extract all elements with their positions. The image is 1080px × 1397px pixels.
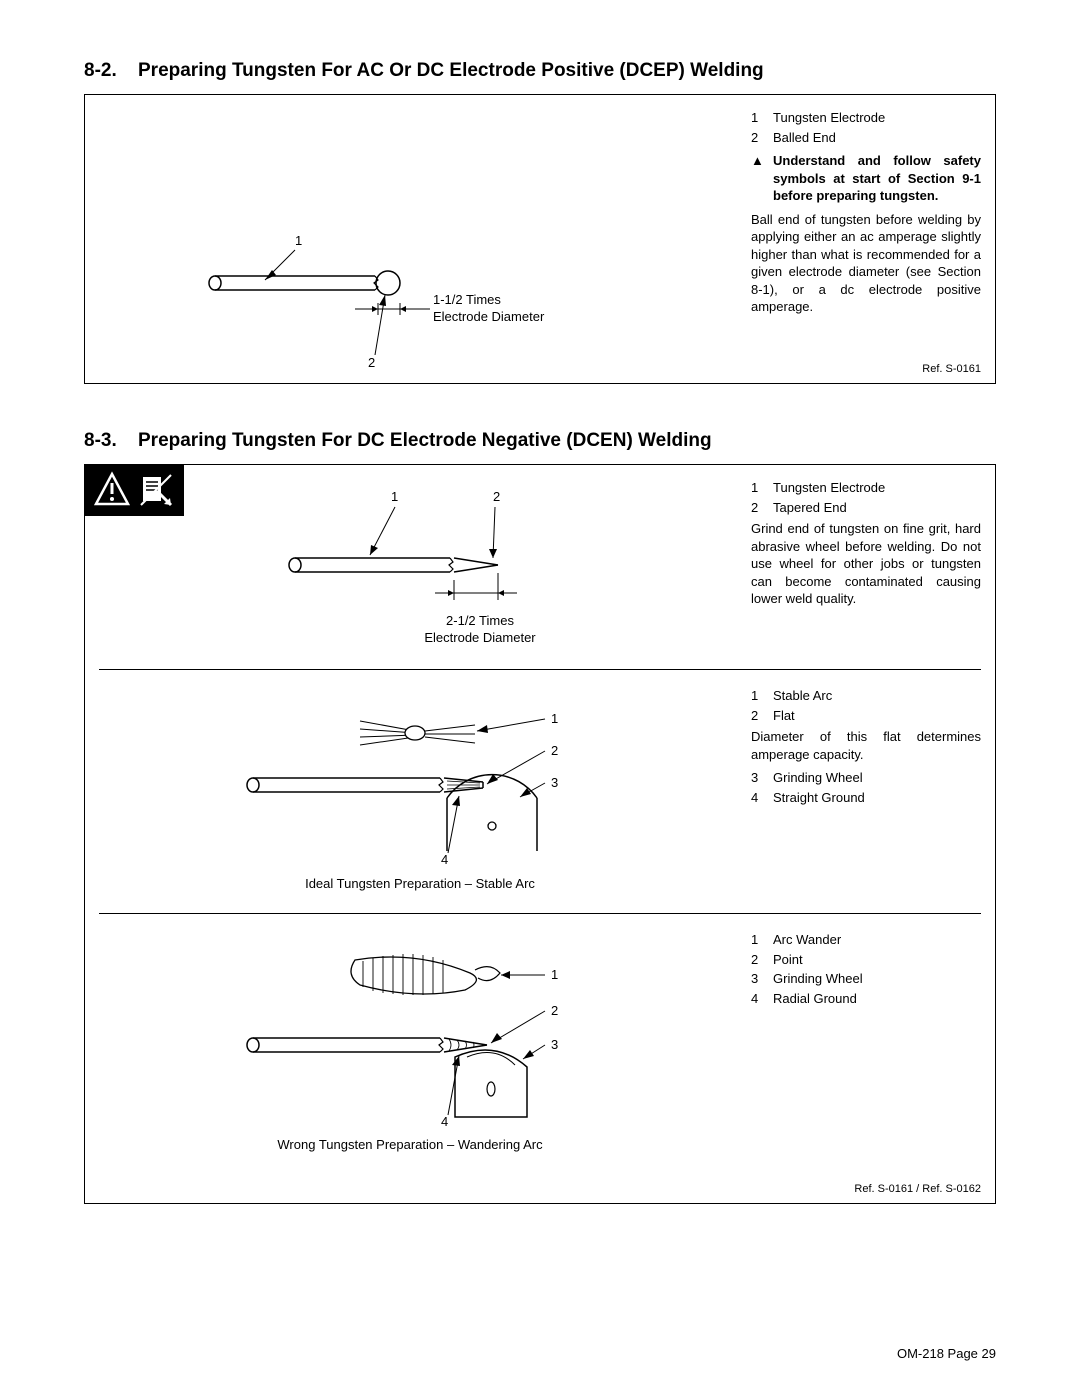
- legend-item: 2Point: [751, 951, 981, 969]
- section-8-2-box: 1 2 1-1/2 Times Electrode Diameter 1Tung…: [84, 94, 996, 384]
- callout-4: 4: [441, 1114, 448, 1129]
- section-number: 8-2.: [84, 60, 138, 82]
- legend-item: 3Grinding Wheel: [751, 970, 981, 988]
- callout-3: 3: [551, 775, 558, 790]
- figure-8-3-ideal: 1 2 3 4 Ideal Tungsten Preparation – Sta…: [215, 681, 625, 901]
- body-text: Grind end of tungsten on fine grit, hard…: [751, 520, 981, 608]
- legend-item: 4Radial Ground: [751, 990, 981, 1008]
- balled-end-diagram: [205, 155, 625, 355]
- callout-2: 2: [493, 489, 500, 504]
- page-footer: OM-218 Page 29: [897, 1346, 996, 1361]
- divider: [99, 669, 981, 670]
- callout-1: 1: [295, 233, 302, 248]
- callout-1: 1: [551, 967, 558, 982]
- panel2-text: 1Stable Arc 2Flat Diameter of this flat …: [751, 687, 981, 808]
- section-8-3-box: 1 2 2-1/2 Times Electrode Diameter 1Tung…: [84, 464, 996, 1204]
- callout-1: 1: [551, 711, 558, 726]
- manual-icon: [137, 471, 175, 509]
- legend-item: 2Balled End: [751, 129, 981, 147]
- callout-1: 1: [391, 489, 398, 504]
- ref-label: Ref. S-0161 / Ref. S-0162: [854, 1183, 981, 1195]
- wrong-prep-diagram: [215, 925, 625, 1135]
- warning-row: ▲ Understand and follow safety symbols a…: [751, 152, 981, 205]
- legend-item: 4Straight Ground: [751, 789, 981, 807]
- panel3-text: 1Arc Wander 2Point 3Grinding Wheel 4Radi…: [751, 931, 981, 1009]
- section-8-2-text: 1Tungsten Electrode 2Balled End ▲ Unders…: [751, 109, 981, 316]
- warning-badge: [84, 464, 184, 516]
- panel2-caption: Ideal Tungsten Preparation – Stable Arc: [255, 876, 585, 893]
- section-title: Preparing Tungsten For AC Or DC Electrod…: [138, 60, 764, 82]
- divider: [99, 913, 981, 914]
- callout-3: 3: [551, 1037, 558, 1052]
- section-8-3-heading: 8-3. Preparing Tungsten For DC Electrode…: [84, 430, 996, 452]
- legend-item: 1Tungsten Electrode: [751, 479, 981, 497]
- legend-item: 1Tungsten Electrode: [751, 109, 981, 127]
- legend-item: 1Arc Wander: [751, 931, 981, 949]
- callout-2: 2: [368, 355, 375, 370]
- dimension-caption: 1-1/2 Times Electrode Diameter: [433, 292, 544, 326]
- section-number: 8-3.: [84, 430, 138, 452]
- ref-label: Ref. S-0161: [922, 363, 981, 375]
- figure-8-3-wrong: 1 2 3 4 Wrong Tungsten Preparation – Wan…: [215, 925, 625, 1165]
- callout-4: 4: [441, 852, 448, 867]
- legend-item: 2Tapered End: [751, 499, 981, 517]
- legend-item: 3Grinding Wheel: [751, 769, 981, 787]
- section-8-2-heading: 8-2. Preparing Tungsten For AC Or DC Ele…: [84, 60, 996, 82]
- figure-8-2: 1 2 1-1/2 Times Electrode Diameter: [205, 155, 625, 355]
- section-title: Preparing Tungsten For DC Electrode Nega…: [138, 430, 712, 452]
- warning-exclamation-icon: [93, 471, 131, 509]
- callout-2: 2: [551, 743, 558, 758]
- body-text: Diameter of this flat determines amperag…: [751, 728, 981, 763]
- body-text: Ball end of tungsten before welding by a…: [751, 211, 981, 316]
- legend-item: 2Flat: [751, 707, 981, 725]
- warning-triangle-icon: ▲: [751, 152, 773, 205]
- panel1-text: 1Tungsten Electrode 2Tapered End Grind e…: [751, 479, 981, 608]
- dimension-caption: 2-1/2 Times Electrode Diameter: [415, 613, 545, 647]
- callout-2: 2: [551, 1003, 558, 1018]
- panel3-caption: Wrong Tungsten Preparation – Wandering A…: [235, 1137, 585, 1154]
- figure-8-3-tapered: 1 2 2-1/2 Times Electrode Diameter: [235, 485, 595, 655]
- legend-item: 1Stable Arc: [751, 687, 981, 705]
- ideal-prep-diagram: [215, 681, 625, 881]
